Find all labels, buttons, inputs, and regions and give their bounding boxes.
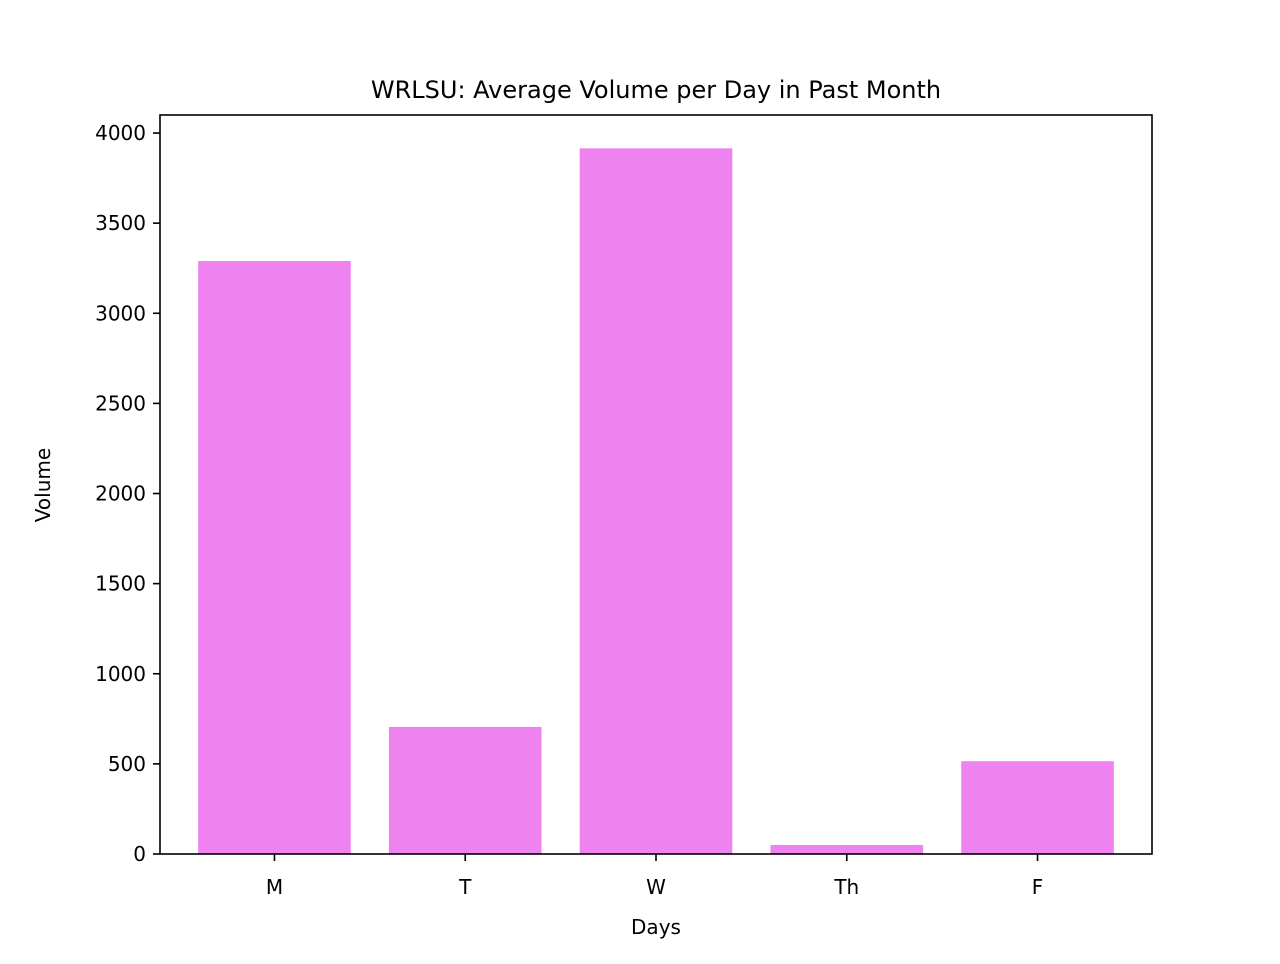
y-tick-label: 2500 — [95, 391, 146, 415]
y-tick-label: 0 — [133, 842, 146, 866]
y-tick-label: 3500 — [95, 211, 146, 235]
y-tick-label: 2000 — [95, 482, 146, 506]
y-tick-label: 4000 — [95, 121, 146, 145]
bar-f — [961, 761, 1114, 854]
plot-frame — [159, 114, 1153, 855]
x-tick-label: F — [1032, 875, 1044, 899]
x-tick-label: T — [458, 875, 472, 899]
y-tick-label: 1500 — [95, 572, 146, 596]
bars-layer — [198, 148, 1114, 855]
bar-t — [388, 726, 542, 854]
x-axis-label: Days — [631, 915, 681, 939]
y-tick-label: 3000 — [95, 301, 146, 325]
x-tick-label: Th — [833, 875, 859, 899]
y-tick-label: 1000 — [95, 662, 146, 686]
bar-th — [770, 844, 924, 854]
bar-m — [198, 260, 351, 854]
x-tick-label: M — [266, 875, 283, 899]
y-axis: 0 500 1000 1500 2000 2500 3000 3500 4000 — [95, 121, 160, 866]
bar-w — [579, 148, 733, 855]
y-tick-label: 500 — [108, 752, 146, 776]
chart-title: WRLSU: Average Volume per Day in Past Mo… — [371, 76, 941, 104]
y-axis-label: Volume — [31, 448, 55, 522]
x-tick-label: W — [646, 875, 666, 899]
x-axis: M T W Th F — [266, 854, 1043, 899]
